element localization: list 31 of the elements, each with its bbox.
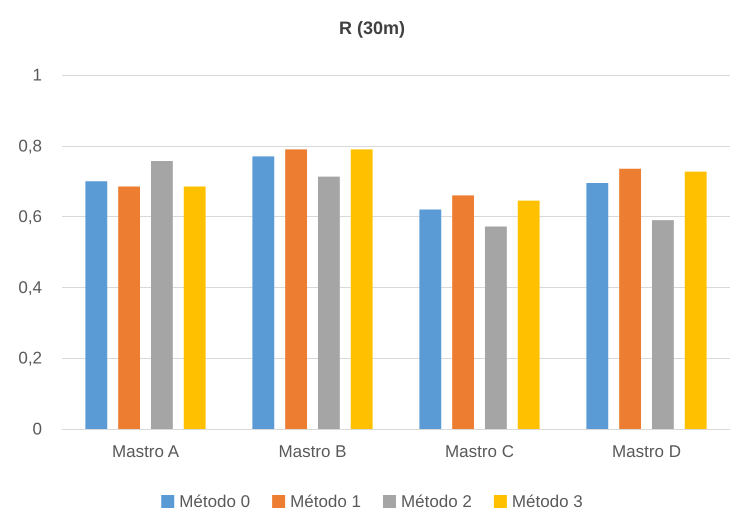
x-tick-label: Mastro B xyxy=(278,442,347,461)
chart-title: R (30m) xyxy=(338,18,406,38)
bar xyxy=(184,186,206,429)
y-tick-label: 0,8 xyxy=(18,136,42,156)
y-tick-label: 0,4 xyxy=(18,278,42,297)
x-tick-label: Mastro D xyxy=(612,442,681,461)
y-tick-label: 0,2 xyxy=(18,348,42,368)
y-tick-label: 1 xyxy=(32,66,42,84)
x-tick-label: Mastro C xyxy=(445,442,514,461)
bar xyxy=(452,195,474,429)
legend-label: Método 0 xyxy=(179,492,250,511)
bar xyxy=(484,226,507,429)
legend-label: Método 3 xyxy=(512,492,583,511)
y-tick-label: 0 xyxy=(32,420,42,438)
bar xyxy=(518,200,540,429)
bar xyxy=(118,186,140,429)
bar xyxy=(419,210,442,429)
bar xyxy=(619,168,642,429)
legend-label: Método 2 xyxy=(401,492,472,511)
bar xyxy=(252,156,274,429)
bar xyxy=(150,161,173,429)
bar xyxy=(652,220,674,429)
legend-label: Método 1 xyxy=(290,492,362,511)
bar xyxy=(285,149,308,429)
x-tick-label: Mastro A xyxy=(112,442,180,461)
bar xyxy=(684,172,707,429)
bar xyxy=(586,182,608,429)
bar xyxy=(350,149,373,429)
bar xyxy=(318,176,340,429)
bar xyxy=(85,181,108,429)
y-tick-label: 0,6 xyxy=(18,207,42,226)
